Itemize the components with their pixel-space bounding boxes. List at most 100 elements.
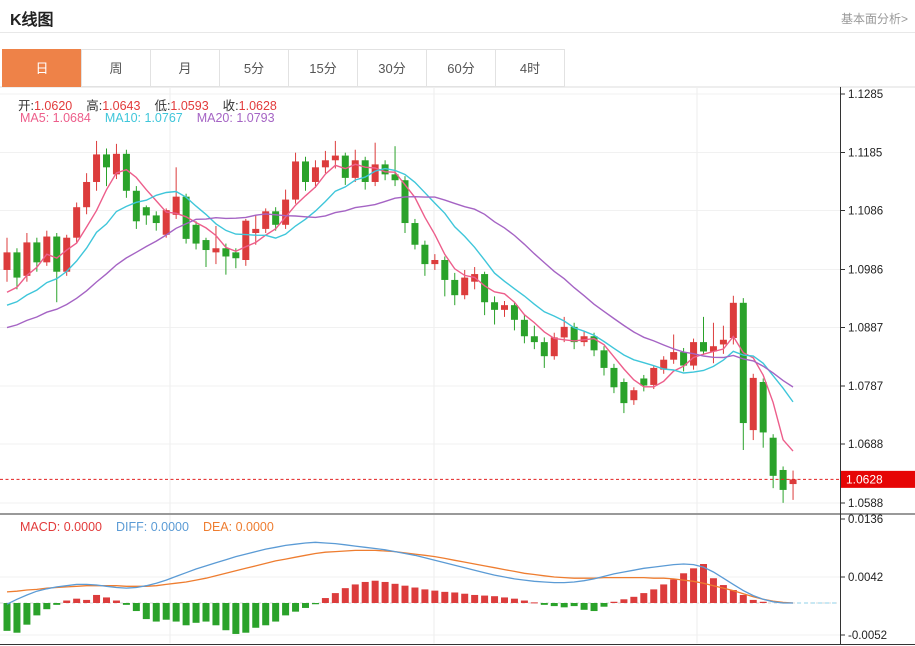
candle-body: [670, 352, 678, 360]
macd-bar: [570, 603, 578, 607]
ma5-line: [6, 163, 794, 452]
candle-body: [212, 248, 220, 253]
candle-body: [481, 274, 489, 303]
candle-body: [620, 381, 628, 404]
macd-bar: [580, 603, 588, 610]
macd-bar: [540, 603, 548, 605]
fundamental-analysis-link[interactable]: 基本面分析>: [840, 12, 908, 26]
macd-bar: [282, 603, 290, 616]
candle-body: [93, 154, 101, 182]
tab-5min[interactable]: 5分: [219, 49, 289, 87]
candle-body: [391, 174, 399, 181]
tab-30min[interactable]: 30分: [357, 49, 427, 87]
candle-body: [630, 390, 638, 401]
tab-week[interactable]: 周: [81, 49, 151, 87]
title-divider: [0, 32, 915, 33]
macd-bar: [83, 599, 91, 603]
candle-body: [33, 242, 41, 263]
candle-body: [122, 153, 130, 191]
macd-bar: [23, 603, 31, 625]
candle-body: [3, 252, 11, 270]
macd-bar: [650, 589, 658, 603]
macd-bar: [660, 584, 668, 603]
y-axis-label: 1.0986: [848, 264, 883, 276]
candle-body: [540, 342, 548, 357]
candle-body: [700, 342, 707, 352]
y-axis-label: 0.0136: [848, 514, 883, 526]
candle-body: [600, 350, 608, 368]
macd-bar: [272, 603, 280, 622]
ohlc-close: 收:1.0628: [222, 99, 277, 113]
current-price-tag: [841, 470, 915, 488]
tab-day[interactable]: 日: [2, 49, 82, 87]
candle-body: [779, 469, 787, 490]
macd-bar: [232, 603, 240, 634]
tab-15min[interactable]: 15分: [288, 49, 358, 87]
candle-body: [232, 252, 240, 259]
diff-line: [6, 541, 793, 605]
tab-month[interactable]: 月: [150, 49, 220, 87]
candle-body: [292, 161, 300, 200]
candle-body: [63, 237, 71, 272]
macd-bar: [739, 594, 747, 603]
y-axis-label: -0.0052: [848, 630, 887, 642]
candle-body: [371, 164, 379, 182]
macd-bar: [73, 598, 81, 603]
ma-ma20: MA20: 1.0793: [196, 111, 275, 125]
y-axis-label: 1.1086: [848, 206, 883, 218]
macd-bar: [451, 592, 459, 603]
macd-readout: MACD: 0.0000 DIFF: 0.0000 DEA: 0.0000: [20, 520, 288, 534]
candle-body: [451, 279, 459, 296]
tab-4hour[interactable]: 4时: [495, 49, 565, 87]
candle-body: [282, 199, 290, 225]
candle-body: [162, 210, 170, 235]
interval-tab-bar: 日周月 5分 15分 30分 60分 4时: [2, 49, 565, 87]
macd-bar: [122, 603, 130, 605]
candle-body: [321, 160, 329, 168]
y-axis-label: 1.0787: [848, 381, 883, 393]
macd-bar: [222, 603, 230, 631]
macd-bar: [491, 596, 499, 603]
candle-body: [341, 155, 349, 178]
macd-bar: [411, 587, 419, 603]
candle-body: [640, 378, 648, 386]
candle-body: [680, 352, 688, 366]
macd-bar: [3, 603, 11, 631]
macd-bar: [719, 585, 727, 603]
macd-bar: [620, 599, 628, 603]
y-axis-label: 1.1285: [848, 89, 883, 101]
ohlc-high: 高:1.0643: [86, 99, 141, 113]
macd-bar: [182, 603, 190, 626]
macd-bar: [550, 603, 558, 607]
candle-body: [112, 153, 120, 175]
ohlc-low: 低:1.0593: [154, 99, 209, 113]
macd-bar: [391, 583, 399, 603]
tab-60min[interactable]: 60分: [426, 49, 496, 87]
y-axis-label: 1.0887: [848, 322, 883, 334]
macd-bar: [53, 603, 61, 605]
macd-bar: [162, 603, 170, 620]
y-axis-label: 1.0688: [848, 439, 883, 451]
candle-body: [13, 252, 21, 278]
candle-body: [660, 359, 668, 370]
candle-body: [23, 242, 31, 276]
macd-bar: [311, 603, 319, 605]
macd-bar: [192, 603, 200, 623]
macd-bar: [690, 568, 698, 603]
macd-bar: [361, 581, 369, 603]
macd-bar: [371, 580, 379, 603]
macd-bar: [431, 590, 439, 603]
candle-body: [381, 164, 389, 175]
candle-body: [590, 336, 598, 351]
y-axis-label: 1.1185: [848, 148, 882, 160]
macd-bar: [262, 603, 270, 626]
macd-bar: [481, 595, 489, 603]
ma20-line: [6, 195, 794, 388]
macd-bar: [341, 588, 349, 603]
candle-body: [739, 302, 747, 424]
macd-bar: [441, 591, 449, 603]
ma-readout: MA5: 1.0684 MA10: 1.0767 MA20: 1.0793: [20, 111, 289, 125]
candle-body: [520, 319, 528, 337]
macd-bar: [152, 603, 160, 622]
